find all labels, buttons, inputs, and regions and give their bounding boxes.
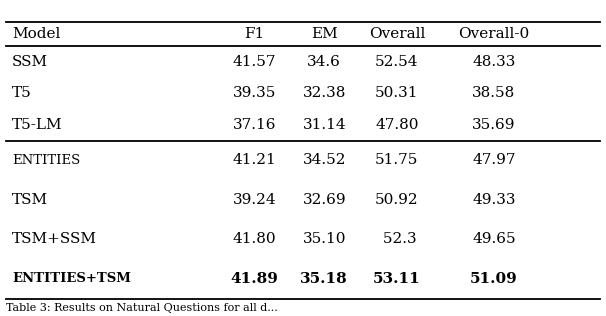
Text: 35.18: 35.18 [301, 272, 348, 286]
Text: 41.89: 41.89 [230, 272, 279, 286]
Text: TSM+SSM: TSM+SSM [12, 232, 97, 246]
Text: 41.21: 41.21 [233, 153, 276, 167]
Text: Overall-0: Overall-0 [458, 27, 530, 41]
Text: SSM: SSM [12, 55, 48, 69]
Text: 47.80: 47.80 [375, 118, 419, 132]
Text: 32.69: 32.69 [302, 193, 346, 207]
Text: 37.16: 37.16 [233, 118, 276, 132]
Text: F1: F1 [244, 27, 265, 41]
Text: EM: EM [311, 27, 338, 41]
Text: 38.58: 38.58 [472, 86, 516, 100]
Text: 39.24: 39.24 [233, 193, 276, 207]
Text: 39.35: 39.35 [233, 86, 276, 100]
Text: 50.92: 50.92 [375, 193, 419, 207]
Text: T5: T5 [12, 86, 32, 100]
Text: 31.14: 31.14 [302, 118, 346, 132]
Text: 50.31: 50.31 [375, 86, 419, 100]
Text: ENTITIES+TSM: ENTITIES+TSM [12, 272, 131, 285]
Text: 35.69: 35.69 [472, 118, 516, 132]
Text: 47.97: 47.97 [472, 153, 516, 167]
Text: T5-LM: T5-LM [12, 118, 63, 132]
Text: 51.75: 51.75 [375, 153, 419, 167]
Text: 52.54: 52.54 [375, 55, 419, 69]
Text: Table 3: Results on Natural Questions for all d...: Table 3: Results on Natural Questions fo… [6, 303, 278, 313]
Text: 48.33: 48.33 [472, 55, 516, 69]
Text: 49.33: 49.33 [472, 193, 516, 207]
Text: 53.11: 53.11 [373, 272, 421, 286]
Text: 32.38: 32.38 [302, 86, 346, 100]
Text: 49.65: 49.65 [472, 232, 516, 246]
Text: 52.3: 52.3 [378, 232, 416, 246]
Text: ENTITIES: ENTITIES [12, 154, 81, 167]
Text: 51.09: 51.09 [470, 272, 518, 286]
Text: Model: Model [12, 27, 61, 41]
Text: 34.52: 34.52 [302, 153, 346, 167]
Text: 34.6: 34.6 [307, 55, 341, 69]
Text: 41.80: 41.80 [233, 232, 276, 246]
Text: 41.57: 41.57 [233, 55, 276, 69]
Text: 35.10: 35.10 [302, 232, 346, 246]
Text: TSM: TSM [12, 193, 48, 207]
Text: Overall: Overall [368, 27, 425, 41]
